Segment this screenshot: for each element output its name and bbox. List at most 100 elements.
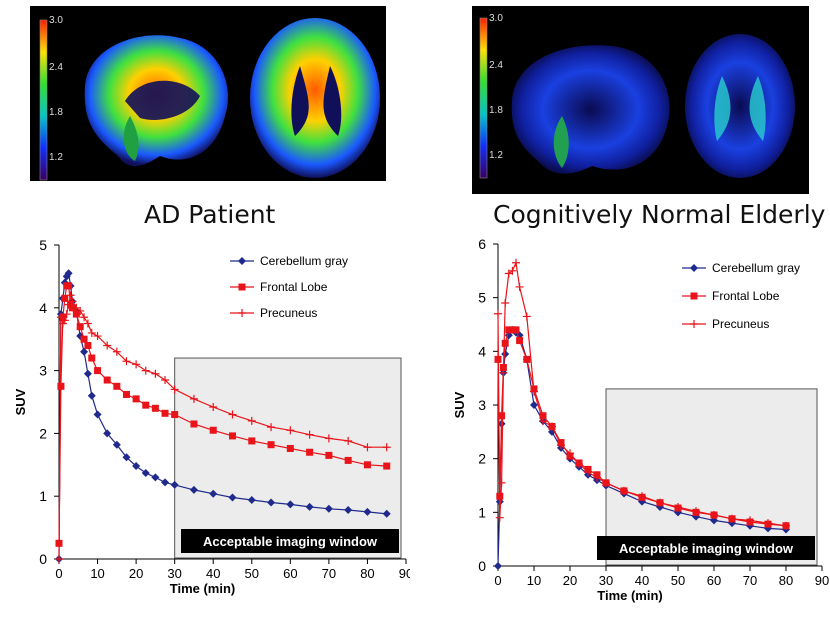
colorbar-tick: 1.8 <box>49 107 63 118</box>
x-tick-label: 10 <box>90 566 104 581</box>
data-point <box>286 500 295 509</box>
x-tick-label: 20 <box>563 573 577 588</box>
colorbar <box>479 17 488 179</box>
x-tick-label: 70 <box>322 566 336 581</box>
data-point <box>306 448 314 456</box>
legend-marker <box>690 292 698 300</box>
data-point <box>539 417 547 426</box>
imaging-window-label-bg <box>597 536 815 560</box>
data-point <box>151 473 160 482</box>
y-tick-label: 4 <box>39 300 47 316</box>
data-point <box>141 468 150 477</box>
legend-label: Frontal Lobe <box>712 289 780 303</box>
data-point <box>103 429 112 438</box>
data-point <box>122 390 130 398</box>
data-point <box>515 282 524 291</box>
data-point <box>132 395 140 403</box>
data-point <box>76 323 84 331</box>
panel-caption: Cognitively Normal Elderly <box>493 200 826 229</box>
data-point <box>305 430 314 439</box>
data-point <box>512 258 520 267</box>
data-point <box>66 291 75 300</box>
data-point <box>62 272 71 281</box>
axial-slice <box>685 34 795 178</box>
data-point <box>64 269 73 278</box>
legend-marker <box>238 257 246 265</box>
data-point <box>692 507 700 516</box>
data-point <box>602 478 610 487</box>
colorbar-tick: 2.4 <box>49 62 63 73</box>
data-point <box>61 294 69 302</box>
data-point <box>363 461 371 469</box>
colorbar-tick: 3.0 <box>489 13 503 24</box>
imaging-window-label: Acceptable imaging window <box>203 534 378 549</box>
data-point <box>209 403 218 412</box>
data-point <box>103 376 111 384</box>
x-tick-label: 50 <box>671 573 685 588</box>
y-tick-label: 3 <box>39 363 47 379</box>
y-tick-label: 5 <box>478 290 486 306</box>
data-point <box>76 306 85 315</box>
data-point <box>530 387 538 396</box>
data-point <box>68 297 77 306</box>
data-point <box>363 507 372 516</box>
imaging-window-box <box>174 357 402 559</box>
chart-normal: Acceptable imaging window 0 1 2 3 4 5 6 0 10 20 30 4… <box>420 228 830 619</box>
x-tick-label: 70 <box>743 573 757 588</box>
pet-image-normal: 3.0 2.4 1.8 1.2 <box>472 6 809 194</box>
legend-label: Cerebellum gray <box>260 254 348 268</box>
data-point <box>710 511 718 520</box>
data-point <box>93 410 102 419</box>
data-point <box>344 506 353 515</box>
data-point <box>325 451 333 459</box>
data-point <box>112 440 121 449</box>
data-point <box>746 516 754 525</box>
data-point <box>87 391 96 400</box>
imaging-window-label-bg <box>181 529 399 553</box>
y-tick-label: 4 <box>478 343 486 359</box>
data-point <box>88 354 96 362</box>
legend-marker <box>690 320 698 328</box>
data-point <box>548 422 556 431</box>
data-point <box>142 401 150 409</box>
data-point <box>80 313 89 322</box>
data-point <box>161 376 170 385</box>
data-point <box>103 341 112 350</box>
data-point <box>344 456 352 464</box>
data-point <box>62 310 71 319</box>
data-point <box>60 316 69 325</box>
data-point <box>344 436 353 445</box>
y-axis-label: SUV <box>452 391 467 418</box>
x-tick-label: 60 <box>283 566 297 581</box>
data-point <box>584 468 592 477</box>
data-point <box>516 337 524 345</box>
data-point <box>494 562 502 570</box>
x-tick-label: 0 <box>494 573 501 588</box>
x-tick-label: 90 <box>815 573 829 588</box>
data-point <box>122 453 131 462</box>
x-tick-label: 40 <box>206 566 220 581</box>
data-point <box>112 347 121 356</box>
x-axis-label: Time (min) <box>597 588 663 603</box>
data-point <box>728 519 736 528</box>
data-point <box>782 521 790 530</box>
data-point <box>267 441 275 449</box>
y-tick-label: 1 <box>39 488 47 504</box>
data-point <box>557 441 565 450</box>
data-point <box>132 462 141 471</box>
data-point <box>286 426 295 435</box>
x-tick-label: 80 <box>779 573 793 588</box>
legend-label: Frontal Lobe <box>260 280 328 294</box>
x-tick-label: 30 <box>599 573 613 588</box>
data-point <box>228 493 237 502</box>
x-tick-label: 80 <box>360 566 374 581</box>
data-point <box>93 332 102 341</box>
colorbar <box>39 19 48 181</box>
chart-ad: Acceptable imaging window 0 1 2 3 4 5 0 10 20 30 40… <box>0 228 413 619</box>
imaging-window-box <box>605 388 818 566</box>
data-point <box>141 366 150 375</box>
x-tick-label: 0 <box>55 566 62 581</box>
data-point <box>498 412 506 420</box>
